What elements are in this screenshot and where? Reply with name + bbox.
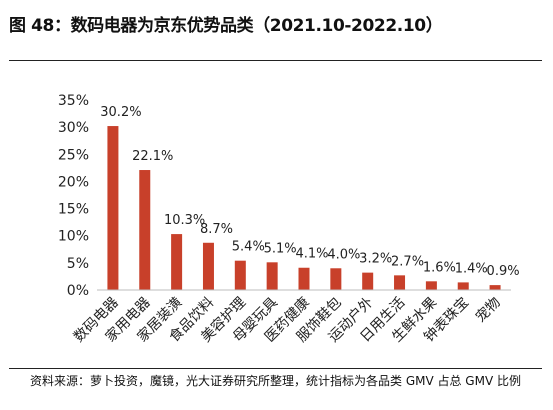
y-tick-label: 20%: [58, 174, 89, 190]
y-tick-label: 10%: [58, 229, 89, 245]
bar: [139, 170, 151, 290]
bars: [107, 126, 501, 290]
bar: [425, 281, 437, 290]
bar: [107, 126, 119, 290]
data-label: 4.0%: [327, 247, 360, 262]
data-label: 30.2%: [100, 105, 141, 120]
data-label: 1.6%: [423, 260, 456, 275]
data-label: 3.2%: [359, 252, 392, 267]
figure-title: 图 48：数码电器为京东优势品类（2021.10-2022.10）: [9, 16, 443, 36]
y-tick-label: 15%: [58, 202, 89, 218]
y-tick-label: 0%: [67, 283, 89, 299]
y-tick-label: 35%: [58, 93, 89, 109]
data-labels: 30.2% 22.1% 10.3%8.7% 5.4%5.1%4.1%4.0%3.2%2…: [100, 105, 519, 279]
data-label: 8.7%: [200, 222, 233, 237]
data-label: 22.1%: [132, 149, 173, 164]
bar: [362, 272, 374, 290]
bar: [394, 275, 406, 290]
y-tick-label: 5%: [67, 256, 89, 272]
data-label: 5.4%: [232, 240, 265, 255]
source-note: 资料来源：萝卜投资，魔镜，光大证券研究所整理，统计指标为各品类 GMV 占总 G…: [30, 374, 521, 388]
data-label: 10.3%: [164, 213, 205, 228]
bar: [457, 282, 469, 290]
data-label: 2.7%: [391, 254, 424, 269]
data-label: 4.1%: [295, 247, 328, 262]
category-label: 宠物: [473, 295, 504, 326]
bar: [266, 262, 278, 290]
bar-chart: 0% 5% 10% 15% 20% 25% 30% 35% 30.2% 22.1% 10.3%8.…: [58, 93, 520, 345]
x-axis: 数码电器家用电器家居装潢食品饮料美容护理母婴玩具医药健康服饰鞋包运动户外日用生活…: [71, 289, 511, 345]
bar: [234, 260, 246, 290]
bar: [171, 234, 183, 290]
y-tick-label: 25%: [58, 147, 89, 163]
bar: [489, 285, 501, 290]
data-label: 0.9%: [487, 264, 520, 279]
top-rule: [9, 60, 542, 61]
bar: [330, 268, 342, 290]
bar: [202, 242, 214, 290]
y-tick-label: 30%: [58, 120, 89, 136]
bar: [298, 267, 310, 290]
data-label: 5.1%: [264, 241, 297, 256]
data-label: 1.4%: [455, 261, 488, 276]
bottom-rule: [9, 368, 542, 369]
y-axis: 0% 5% 10% 15% 20% 25% 30% 35%: [58, 93, 89, 299]
